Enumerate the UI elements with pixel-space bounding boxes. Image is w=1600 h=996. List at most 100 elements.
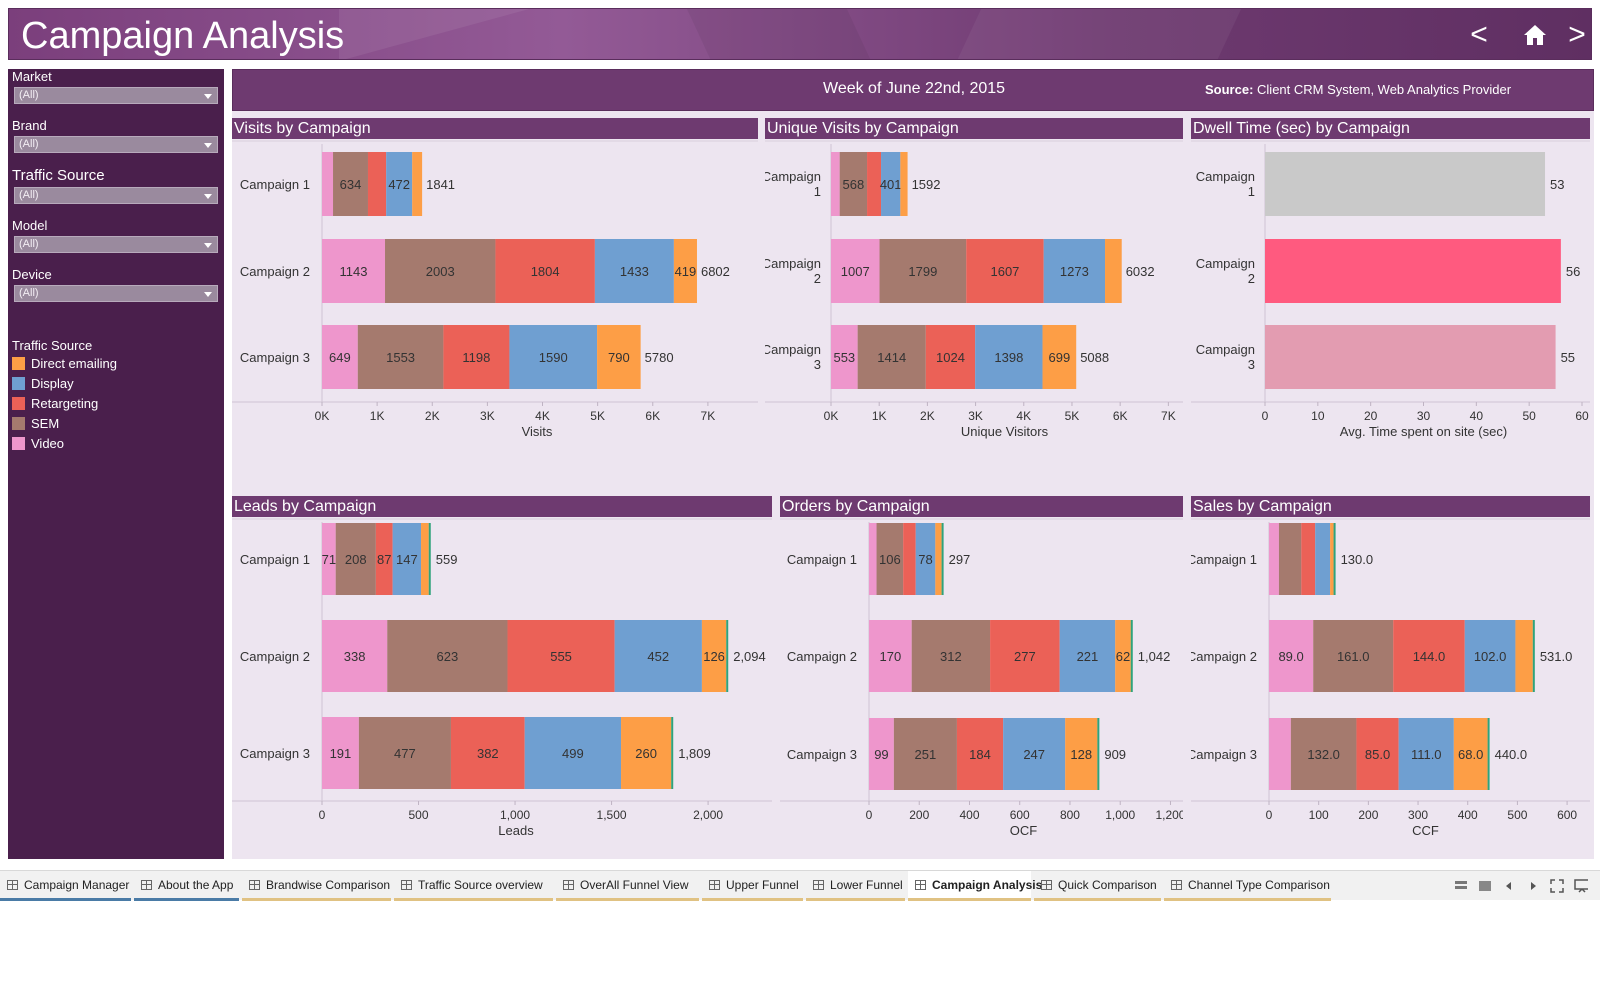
tab-upper-funnel[interactable]: Upper Funnel: [702, 871, 803, 901]
tab-brandwise-comparison[interactable]: Brandwise Comparison: [242, 871, 391, 901]
bar-segment-display: [1315, 523, 1331, 595]
segment-value-label: 161.0: [1337, 649, 1370, 664]
segment-value-label: 247: [1023, 747, 1045, 762]
category-label: Campaign 1: [1191, 552, 1257, 567]
grid-view-icon[interactable]: [1454, 879, 1468, 893]
bar-segment-retargeting: [1393, 620, 1465, 692]
page-title: Campaign Analysis: [21, 15, 345, 57]
tab-underline: [806, 898, 905, 901]
bar-segment-sem: [876, 523, 904, 595]
bar-segment-video: [831, 152, 840, 216]
bar: [1265, 239, 1561, 303]
segment-value-label: 208: [345, 552, 367, 567]
chart-title-dwell-time: Dwell Time (sec) by Campaign: [1191, 118, 1590, 139]
sheet-icon: [1171, 880, 1182, 890]
chevron-down-icon: [204, 143, 212, 148]
segment-value-label: 419: [675, 264, 697, 279]
segment-value-label: 477: [394, 746, 416, 761]
x-tick-label: 100: [1309, 808, 1329, 822]
bar-end-marker: [1130, 620, 1133, 692]
market-dropdown[interactable]: (All): [14, 87, 218, 104]
bar-segment-direct-emailing: [1065, 718, 1098, 790]
segment-value-label: 128: [1070, 747, 1092, 762]
segment-value-label: 99: [874, 747, 888, 762]
segment-value-label: 251: [915, 747, 937, 762]
legend-item-display[interactable]: Display: [12, 373, 117, 393]
legend-label: Direct emailing: [31, 355, 117, 371]
tab-label: Lower Funnel: [830, 878, 903, 892]
segment-value-label: 102.0: [1474, 649, 1507, 664]
source-label: Source: Client CRM System, Web Analytics…: [1205, 82, 1511, 97]
tab-campaign-analysis[interactable]: Campaign Analysis: [908, 871, 1042, 901]
segment-value-label: 699: [1049, 350, 1071, 365]
bar-segment-video: [322, 152, 334, 216]
category-label: Campaign: [765, 342, 821, 357]
segment-value-label: 106: [879, 552, 901, 567]
tab-label: Traffic Source overview: [418, 878, 543, 892]
category-label: Campaign: [1196, 256, 1255, 271]
x-axis-label: Leads: [498, 823, 534, 838]
segment-value-label: 68.0: [1458, 747, 1483, 762]
chevron-down-icon: [204, 94, 212, 99]
week-label: Week of June 22nd, 2015: [823, 80, 1006, 97]
bar-segment-sem: [387, 620, 508, 692]
bar-segment-retargeting: [867, 152, 882, 216]
tab-label: OverAll Funnel View: [580, 878, 689, 892]
brand-dropdown[interactable]: (All): [14, 136, 218, 153]
bar-segment-display: [1043, 239, 1106, 303]
tab-campaign-manager[interactable]: Campaign Manager: [0, 871, 131, 901]
x-tick-label: 0: [1266, 808, 1273, 822]
tab-label: About the App: [158, 878, 234, 892]
tab-lower-funnel[interactable]: Lower Funnel: [806, 871, 905, 901]
x-tick-label: 7K: [1161, 409, 1176, 423]
x-tick-label: 500: [409, 808, 429, 822]
bar-segment-sem: [839, 152, 868, 216]
segment-value-label: 649: [329, 350, 351, 365]
bar-segment-display: [1464, 620, 1516, 692]
legend-label: Video: [31, 435, 65, 451]
tab-about-the-app[interactable]: About the App: [134, 871, 239, 901]
sales-chart: 0 100 200 300 400 500 600 CCF Campaign 1 130.0 Cam…: [1191, 518, 1590, 838]
tab-label: Upper Funnel: [726, 878, 799, 892]
tab-quick-comparison[interactable]: Quick Comparison: [1034, 871, 1161, 901]
chart-title-leads: Leads by Campaign: [232, 496, 772, 517]
bar-end-marker: [1487, 718, 1490, 790]
previous-button[interactable]: <: [1470, 18, 1488, 51]
next-button[interactable]: >: [1568, 18, 1586, 51]
tab-underline: [134, 898, 239, 901]
bar-segment-video: [1269, 523, 1279, 595]
dwell-time-chart: 0 10 20 30 40 50 60 Avg. Time spent on site (se…: [1191, 140, 1590, 439]
legend-item-sem[interactable]: SEM: [12, 413, 117, 433]
traffic-source-dropdown[interactable]: (All): [14, 187, 218, 204]
source-value: Client CRM System, Web Analytics Provide…: [1257, 82, 1512, 97]
fullscreen-icon[interactable]: [1550, 879, 1564, 893]
legend-label: SEM: [31, 415, 60, 431]
legend-item-video[interactable]: Video: [12, 433, 117, 453]
chevron-down-icon: [204, 243, 212, 248]
total-value-label: 55: [1561, 350, 1575, 365]
bar-segment-direct-emailing: [421, 523, 429, 595]
tab-overall-funnel-view[interactable]: OverAll Funnel View: [556, 871, 699, 901]
scroll-left-icon[interactable]: [1502, 879, 1516, 893]
device-dropdown[interactable]: (All): [14, 285, 218, 302]
legend-title: Traffic Source: [12, 338, 93, 353]
single-view-icon[interactable]: [1478, 879, 1492, 893]
home-button[interactable]: [1519, 19, 1551, 51]
presentation-icon[interactable]: [1574, 879, 1588, 893]
legend-label: Retargeting: [31, 395, 99, 411]
model-dropdown[interactable]: (All): [14, 236, 218, 253]
tab-label: Channel Type Comparison: [1188, 878, 1330, 892]
legend-item-retargeting[interactable]: Retargeting: [12, 393, 117, 413]
scroll-right-icon[interactable]: [1526, 879, 1540, 893]
x-tick-label: 0K: [315, 409, 330, 423]
bar-segment-video: [1269, 620, 1314, 692]
filter-market: Market (All): [12, 69, 220, 104]
tab-channel-type-comparison[interactable]: Channel Type Comparison: [1164, 871, 1331, 901]
tab-traffic-source-overview[interactable]: Traffic Source overview: [394, 871, 553, 901]
segment-value-label: 260: [635, 746, 657, 761]
sheet-icon: [813, 880, 824, 890]
bar-segment-display: [614, 620, 702, 692]
legend-item-direct-emailing[interactable]: Direct emailing: [12, 353, 117, 373]
segment-value-label: 382: [477, 746, 499, 761]
x-tick-label: 2,000: [693, 808, 723, 822]
